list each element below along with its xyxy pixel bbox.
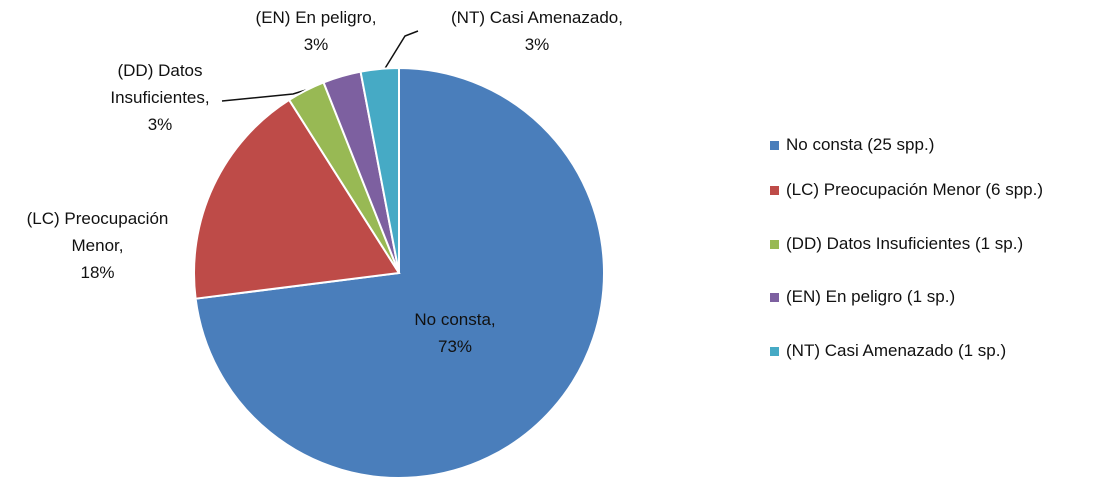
legend-label: (DD) Datos Insuficientes (1 sp.) bbox=[786, 234, 1024, 253]
legend-label: (LC) Preocupación Menor (6 spp.) bbox=[786, 180, 1044, 199]
legend-swatch bbox=[770, 240, 779, 249]
slice-name: No consta, bbox=[414, 310, 496, 329]
slice-name: (EN) En peligro, bbox=[255, 8, 377, 27]
slice-value: 18% bbox=[80, 263, 115, 282]
data-label: (NT) Casi Amenazado, 3% bbox=[432, 4, 642, 58]
leader-line bbox=[221, 89, 307, 102]
legend-label: (EN) En peligro (1 sp.) bbox=[786, 287, 956, 306]
legend-swatch bbox=[770, 186, 779, 195]
data-label: (EN) En peligro, 3% bbox=[216, 4, 416, 58]
legend-swatch bbox=[770, 141, 779, 150]
pie-slice bbox=[193, 98, 401, 300]
slice-name: (LC) Preocupación Menor, bbox=[26, 209, 169, 255]
legend-label: No consta (25 spp.) bbox=[786, 135, 935, 154]
data-label: (DD) Datos Insuficientes, 3% bbox=[95, 57, 225, 138]
data-label: No consta, 73% bbox=[355, 306, 555, 360]
legend-label: (NT) Casi Amenazado (1 sp.) bbox=[786, 341, 1007, 360]
leader-line bbox=[383, 30, 419, 71]
data-label: (LC) Preocupación Menor, 18% bbox=[5, 205, 190, 286]
slice-name: (NT) Casi Amenazado, bbox=[451, 8, 623, 27]
slice-value: 3% bbox=[303, 35, 329, 54]
slice-value: 3% bbox=[524, 35, 550, 54]
slice-name: (DD) Datos Insuficientes, bbox=[110, 61, 210, 107]
pie-slice bbox=[359, 66, 400, 274]
slice-value: 3% bbox=[147, 115, 173, 134]
legend-swatch bbox=[770, 293, 779, 302]
legend-swatch bbox=[770, 347, 779, 356]
slice-value: 73% bbox=[437, 337, 473, 356]
